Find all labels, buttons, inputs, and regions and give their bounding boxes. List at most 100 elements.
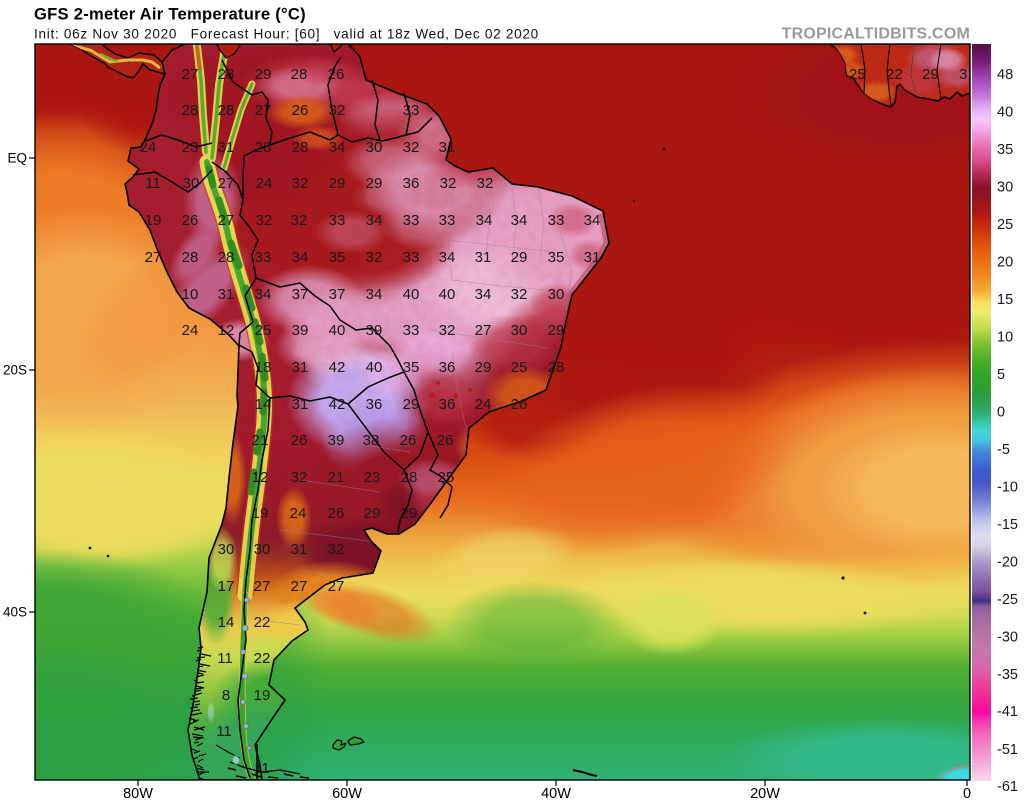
svg-text:31: 31 — [959, 66, 976, 83]
svg-text:28: 28 — [292, 139, 309, 156]
svg-text:33: 33 — [548, 212, 565, 229]
svg-text:27: 27 — [328, 578, 345, 595]
svg-text:32: 32 — [291, 469, 308, 486]
svg-text:21: 21 — [328, 469, 345, 486]
svg-text:8: 8 — [222, 687, 230, 704]
svg-text:26: 26 — [328, 505, 345, 522]
svg-text:26: 26 — [292, 102, 309, 119]
svg-text:22: 22 — [254, 614, 271, 631]
svg-text:17: 17 — [218, 578, 235, 595]
svg-text:29: 29 — [475, 359, 492, 376]
svg-text:34: 34 — [329, 139, 346, 156]
svg-text:22: 22 — [254, 650, 271, 667]
svg-text:28: 28 — [291, 66, 308, 83]
svg-text:19: 19 — [252, 505, 269, 522]
svg-text:34: 34 — [476, 212, 493, 229]
svg-text:15: 15 — [997, 292, 1013, 308]
svg-text:28: 28 — [548, 359, 565, 376]
svg-text:27: 27 — [254, 578, 271, 595]
svg-text:40W: 40W — [541, 786, 571, 800]
svg-text:27: 27 — [291, 578, 308, 595]
svg-text:20: 20 — [997, 255, 1013, 271]
svg-text:27: 27 — [182, 66, 199, 83]
svg-text:48: 48 — [997, 67, 1013, 83]
svg-text:37: 37 — [329, 286, 346, 303]
svg-text:34: 34 — [366, 286, 383, 303]
svg-text:25: 25 — [511, 359, 528, 376]
svg-text:-25: -25 — [997, 592, 1018, 608]
svg-text:32: 32 — [439, 322, 456, 339]
svg-text:-5: -5 — [997, 442, 1010, 458]
svg-text:0: 0 — [997, 405, 1005, 421]
svg-text:28: 28 — [218, 102, 235, 119]
svg-text:34: 34 — [255, 286, 272, 303]
svg-text:10: 10 — [997, 330, 1013, 346]
svg-text:11: 11 — [145, 175, 161, 192]
svg-text:27: 27 — [255, 102, 272, 119]
svg-text:32: 32 — [366, 249, 383, 266]
svg-text:31: 31 — [292, 359, 309, 376]
svg-text:36: 36 — [439, 359, 456, 376]
svg-text:40: 40 — [997, 105, 1013, 121]
svg-text:32: 32 — [256, 212, 273, 229]
svg-text:30: 30 — [183, 175, 200, 192]
svg-text:27: 27 — [145, 249, 162, 266]
svg-text:19: 19 — [254, 687, 271, 704]
svg-text:32: 32 — [292, 175, 309, 192]
svg-text:-30: -30 — [997, 630, 1018, 646]
svg-text:25: 25 — [438, 469, 455, 486]
svg-text:26: 26 — [182, 212, 199, 229]
svg-text:28: 28 — [182, 102, 199, 119]
svg-text:31: 31 — [291, 541, 308, 558]
svg-text:33: 33 — [329, 212, 346, 229]
svg-text:25: 25 — [997, 217, 1013, 233]
svg-text:31: 31 — [218, 286, 235, 303]
svg-text:29: 29 — [255, 66, 272, 83]
svg-text:40: 40 — [439, 286, 456, 303]
svg-text:31: 31 — [218, 139, 235, 156]
svg-text:39: 39 — [328, 432, 345, 449]
svg-text:26: 26 — [400, 432, 417, 449]
svg-text:14: 14 — [218, 614, 235, 631]
svg-text:29: 29 — [364, 505, 381, 522]
svg-text:Init: 06z Nov 30 2020 Foreca: Init: 06z Nov 30 2020 Forecast Hour: [60… — [34, 27, 539, 42]
svg-text:35: 35 — [548, 249, 565, 266]
svg-text:24: 24 — [182, 322, 199, 339]
svg-text:34: 34 — [475, 286, 492, 303]
svg-text:28: 28 — [401, 469, 418, 486]
svg-text:40: 40 — [366, 359, 383, 376]
svg-text:-61: -61 — [997, 779, 1018, 795]
svg-text:23: 23 — [364, 469, 381, 486]
svg-text:-51: -51 — [997, 742, 1018, 758]
svg-text:31: 31 — [292, 396, 309, 413]
svg-text:32: 32 — [291, 212, 308, 229]
svg-text:29: 29 — [511, 249, 528, 266]
svg-text:34: 34 — [439, 249, 456, 266]
svg-text:25: 25 — [255, 322, 272, 339]
svg-text:42: 42 — [329, 359, 346, 376]
svg-text:-15: -15 — [997, 517, 1018, 533]
svg-text:31: 31 — [475, 249, 492, 266]
svg-text:30: 30 — [511, 322, 528, 339]
svg-text:11: 11 — [217, 650, 233, 667]
svg-text:29: 29 — [366, 175, 383, 192]
svg-text:40: 40 — [403, 286, 420, 303]
svg-text:0: 0 — [963, 786, 971, 800]
svg-text:26: 26 — [328, 66, 345, 83]
svg-text:29: 29 — [403, 396, 420, 413]
svg-text:23: 23 — [182, 139, 199, 156]
svg-text:28: 28 — [182, 249, 199, 266]
svg-text:33: 33 — [403, 249, 420, 266]
svg-text:39: 39 — [292, 322, 309, 339]
svg-text:32: 32 — [403, 139, 420, 156]
svg-text:36: 36 — [403, 175, 420, 192]
svg-text:42: 42 — [329, 396, 346, 413]
svg-text:25: 25 — [849, 66, 866, 83]
svg-text:5: 5 — [997, 367, 1005, 383]
svg-text:-20: -20 — [997, 555, 1018, 571]
svg-text:34: 34 — [584, 212, 601, 229]
svg-text:20S: 20S — [3, 363, 27, 378]
svg-text:34: 34 — [366, 212, 383, 229]
svg-text:29: 29 — [329, 175, 346, 192]
svg-text:60W: 60W — [332, 786, 362, 800]
